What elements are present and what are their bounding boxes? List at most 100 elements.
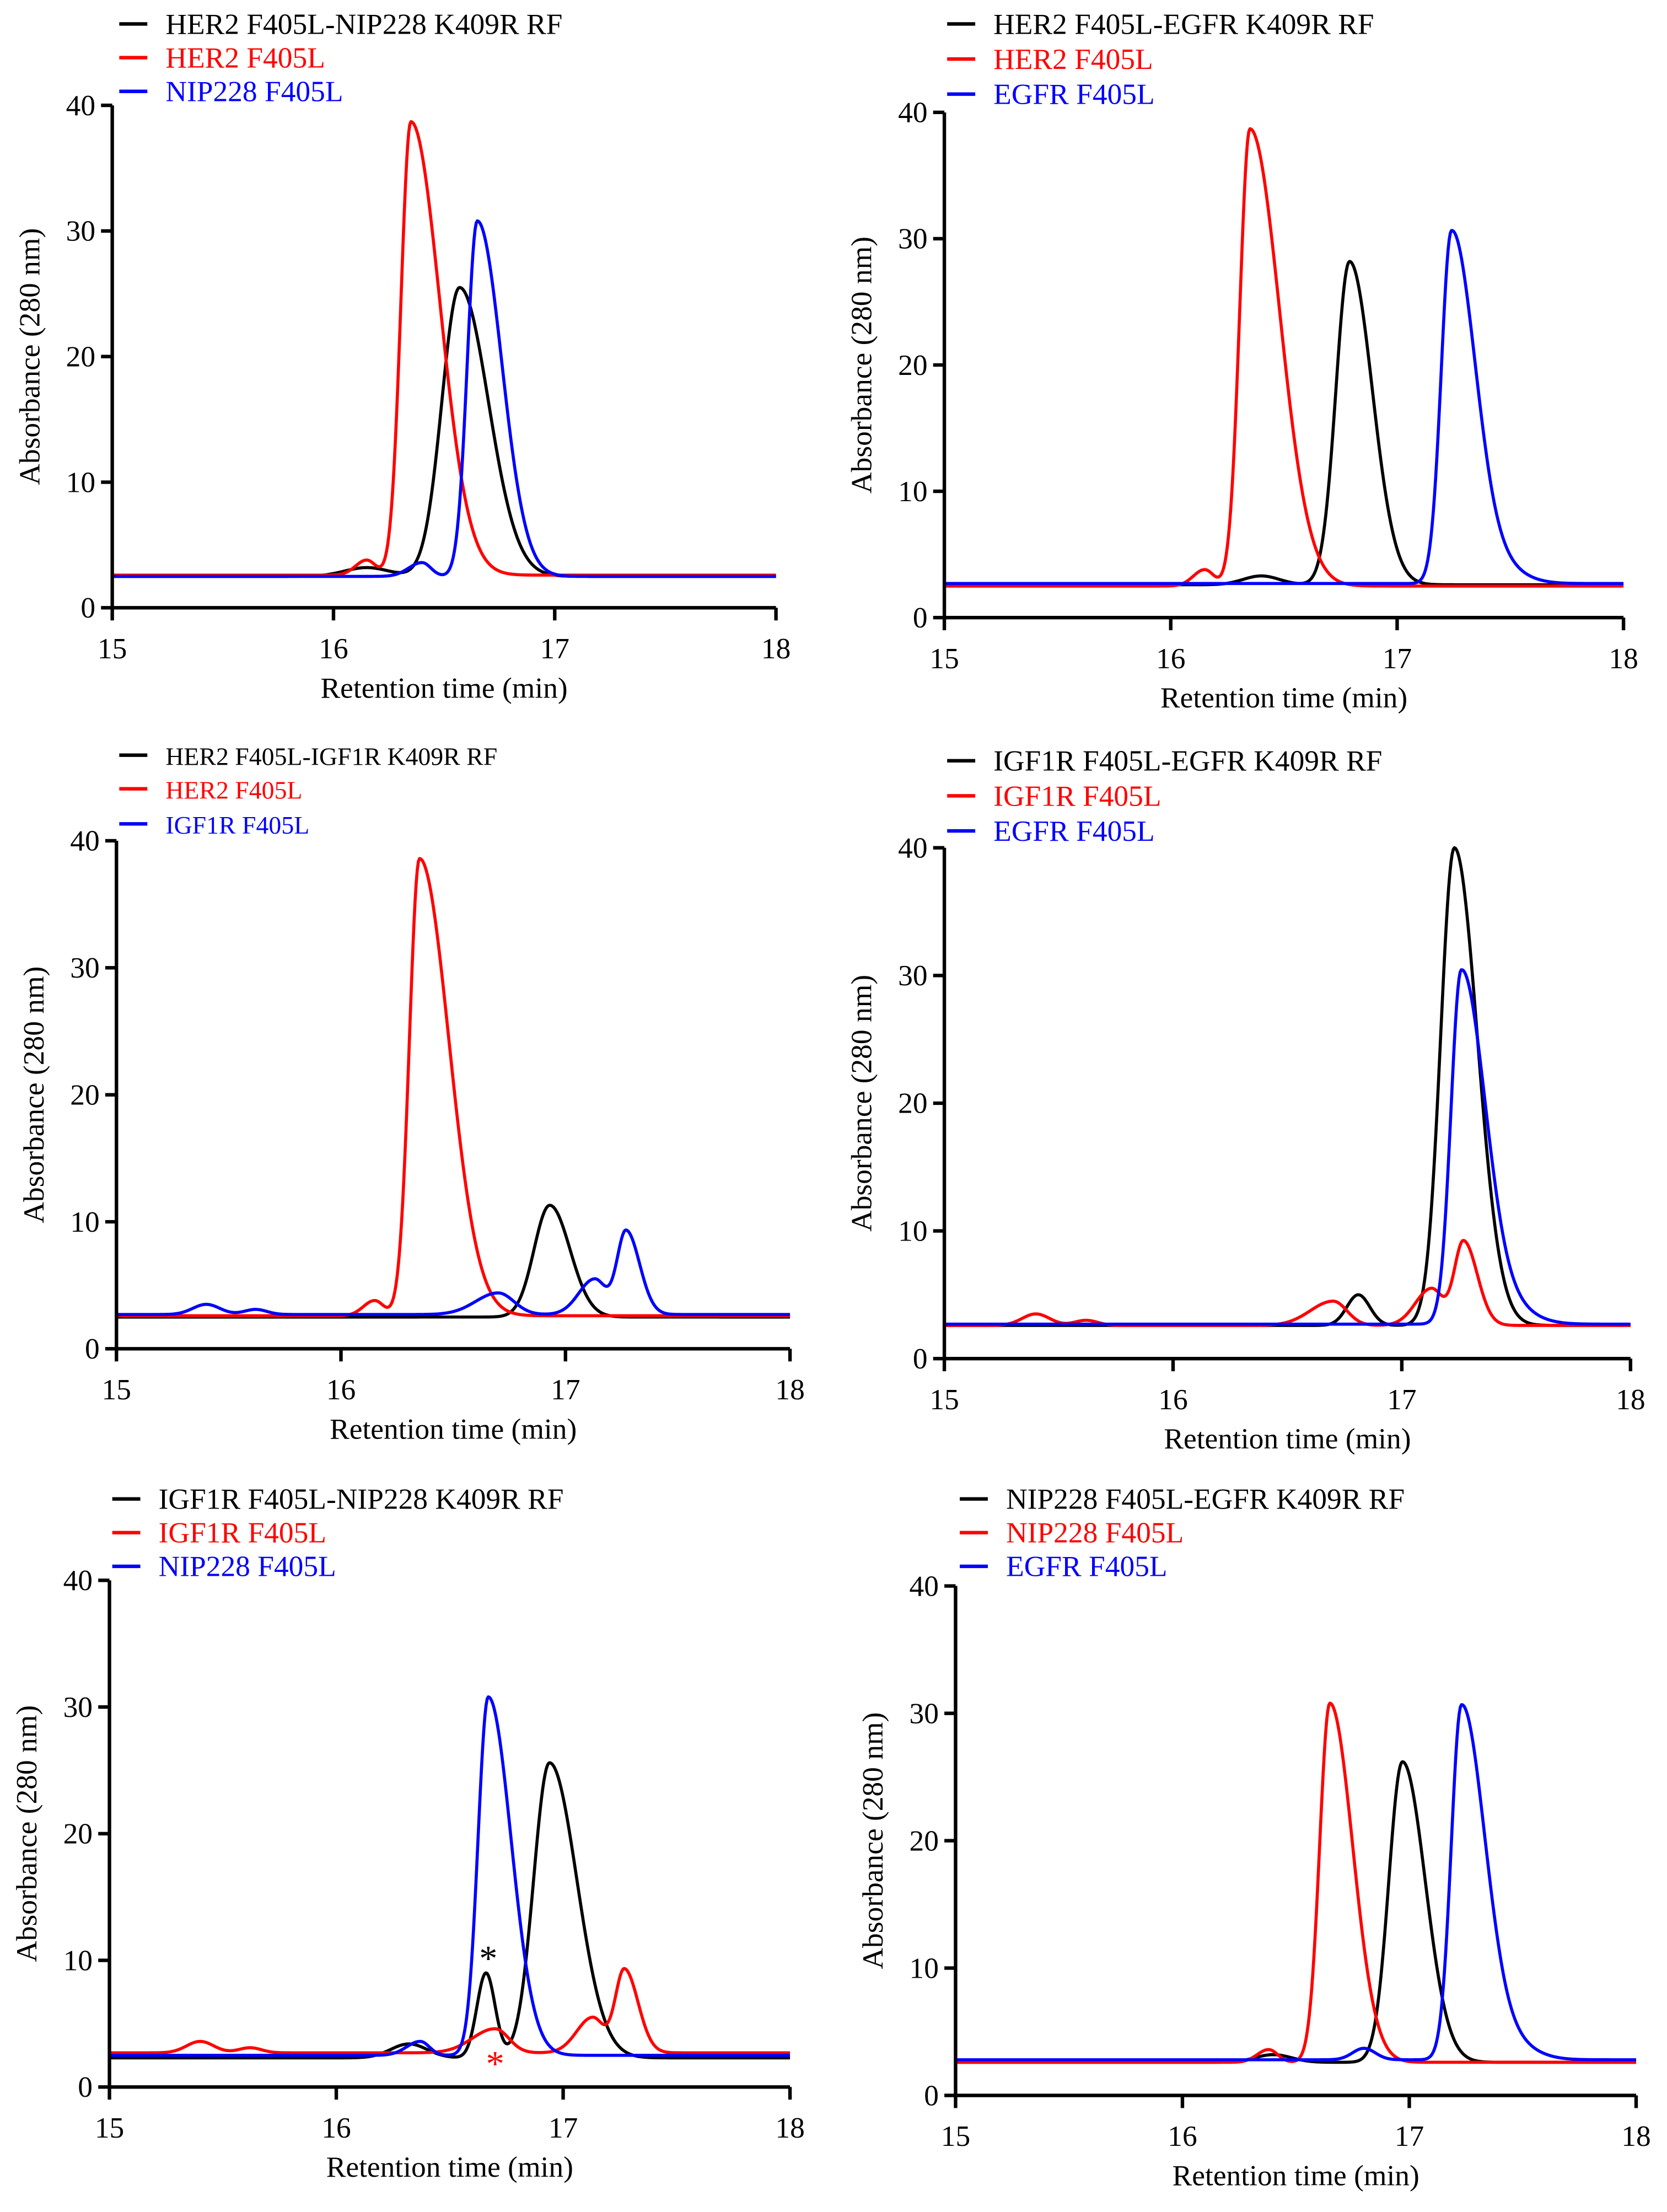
y-tick-label: 10	[63, 1943, 93, 1977]
chart-panel-5: 15 16 17 18 0 10 20 30 40 Retention time (min) Abs…	[10, 1483, 805, 2184]
legend-label: IGF1R F405L-NIP228 K409R RF	[159, 1483, 564, 1516]
y-tick-label: 0	[913, 1342, 928, 1375]
legend-label: NIP228 F405L	[1006, 1516, 1184, 1549]
chart-panel-2: 15 16 17 18 0 10 20 30 40 Retention time (min) Abs…	[845, 7, 1638, 714]
series-line-2	[955, 1701, 1637, 2064]
series-line-2	[944, 127, 1624, 588]
y-tick-label: 10	[898, 475, 927, 508]
x-tick-label: 17	[1387, 1383, 1416, 1416]
legend-label: HER2 F405L	[165, 41, 325, 74]
y-tick-label: 40	[898, 96, 927, 129]
y-tick-label: 20	[66, 340, 95, 373]
series-line-2	[109, 1967, 791, 2055]
legend-label: IGF1R F405L	[993, 779, 1161, 812]
y-tick-label: 10	[66, 465, 95, 498]
x-tick-label: 15	[102, 1373, 131, 1406]
legend-label: EGFR F405L	[993, 78, 1154, 111]
x-tick-label: 18	[775, 1373, 804, 1406]
x-tick-label: 16	[321, 2111, 351, 2144]
x-tick-label: 17	[551, 1373, 580, 1406]
y-tick-label: 30	[70, 951, 99, 984]
series-line-3	[116, 1228, 791, 1316]
series-line-3	[111, 219, 777, 578]
legend-label: IGF1R F405L	[165, 811, 309, 839]
y-tick-label: 10	[70, 1205, 99, 1238]
x-tick-label: 18	[775, 2111, 804, 2144]
y-tick-label: 40	[898, 831, 927, 864]
series-line-1	[116, 1204, 791, 1319]
y-tick-label: 30	[63, 1690, 93, 1724]
x-tick-label: 17	[540, 632, 569, 665]
x-tick-label: 16	[319, 632, 348, 665]
x-axis-label: Retention time (min)	[326, 2150, 573, 2183]
series-line-1	[944, 846, 1631, 1327]
y-tick-label: 0	[913, 601, 928, 634]
peak-annotation-asterisk: *	[486, 2044, 504, 2084]
x-tick-label: 17	[1383, 642, 1412, 675]
x-tick-label: 15	[98, 632, 127, 665]
legend-label: NIP228 F405L	[159, 1550, 336, 1583]
y-axis-label: Absorbance (280 nm)	[13, 228, 46, 485]
chart-panel-3: 15 16 17 18 0 10 20 30 40 Retention time (min) Abs…	[17, 742, 805, 1445]
y-tick-label: 40	[66, 89, 95, 122]
legend-label: HER2 F405L	[993, 42, 1153, 76]
y-tick-label: 20	[898, 348, 927, 382]
y-tick-label: 0	[85, 1332, 100, 1365]
series-line-1	[944, 260, 1624, 587]
x-tick-label: 18	[1616, 1383, 1645, 1416]
x-tick-label: 18	[761, 632, 791, 665]
x-axis-label: Retention time (min)	[1160, 681, 1407, 714]
x-tick-label: 16	[326, 1373, 356, 1406]
y-axis-label: Absorbance (280 nm)	[856, 1712, 889, 1969]
y-tick-label: 30	[898, 959, 927, 992]
x-tick-label: 15	[929, 642, 959, 675]
chart-panel-1: 15 16 17 18 0 10 20 30 40 Retention time (min) Abs…	[13, 7, 791, 704]
x-tick-label: 16	[1168, 2119, 1197, 2152]
legend-label: NIP228 F405L-EGFR K409R RF	[1006, 1483, 1405, 1516]
y-tick-label: 40	[63, 1564, 93, 1597]
x-tick-label: 17	[549, 2111, 578, 2144]
y-tick-label: 10	[909, 1951, 938, 1984]
series-line-2	[111, 120, 777, 577]
series-line-2	[116, 857, 791, 1318]
y-axis-label: Absorbance (280 nm)	[845, 975, 878, 1232]
y-tick-label: 30	[909, 1696, 938, 1730]
series-line-3	[955, 1703, 1637, 2061]
series-line-3	[944, 968, 1631, 1326]
legend-label: IGF1R F405L-EGFR K409R RF	[993, 744, 1382, 777]
y-tick-label: 30	[898, 222, 927, 255]
chart-panel-4: 15 16 17 18 0 10 20 30 40 Retention time (min) Abs…	[845, 744, 1646, 1455]
legend-label: EGFR F405L	[1006, 1550, 1167, 1583]
x-tick-label: 15	[941, 2119, 970, 2152]
legend-label: EGFR F405L	[993, 814, 1154, 847]
y-tick-label: 40	[909, 1569, 938, 1602]
chart-panel-6: 15 16 17 18 0 10 20 30 40 Retention time (min) Abs…	[856, 1483, 1651, 2192]
x-axis-label: Retention time (min)	[1164, 1422, 1411, 1455]
y-tick-label: 20	[909, 1824, 938, 1857]
y-tick-label: 40	[70, 824, 99, 857]
legend-label: HER2 F405L-EGFR K409R RF	[993, 7, 1374, 40]
series-line-2	[944, 1238, 1631, 1327]
legend-label: HER2 F405L-NIP228 K409R RF	[165, 7, 562, 40]
legend-label: NIP228 F405L	[165, 74, 343, 108]
x-tick-label: 16	[1156, 642, 1185, 675]
x-tick-label: 16	[1158, 1383, 1187, 1416]
y-tick-label: 0	[78, 2070, 93, 2103]
y-tick-label: 30	[66, 214, 95, 248]
y-axis-label: Absorbance (280 nm)	[845, 237, 878, 493]
y-axis-label: Absorbance (280 nm)	[17, 967, 50, 1223]
x-tick-label: 17	[1395, 2119, 1424, 2152]
x-tick-label: 15	[95, 2111, 124, 2144]
legend-label: HER2 F405L-IGF1R K409R RF	[165, 742, 497, 770]
y-axis-label: Absorbance (280 nm)	[10, 1705, 43, 1962]
x-axis-label: Retention time (min)	[1173, 2159, 1419, 2192]
y-tick-label: 20	[63, 1817, 93, 1850]
y-tick-label: 10	[898, 1214, 927, 1247]
x-tick-label: 15	[929, 1383, 959, 1416]
y-tick-label: 0	[80, 591, 95, 624]
legend-label: IGF1R F405L	[159, 1516, 326, 1549]
y-tick-label: 0	[924, 2079, 939, 2112]
peak-annotation-asterisk: *	[479, 1939, 497, 1979]
y-tick-label: 20	[898, 1087, 927, 1120]
